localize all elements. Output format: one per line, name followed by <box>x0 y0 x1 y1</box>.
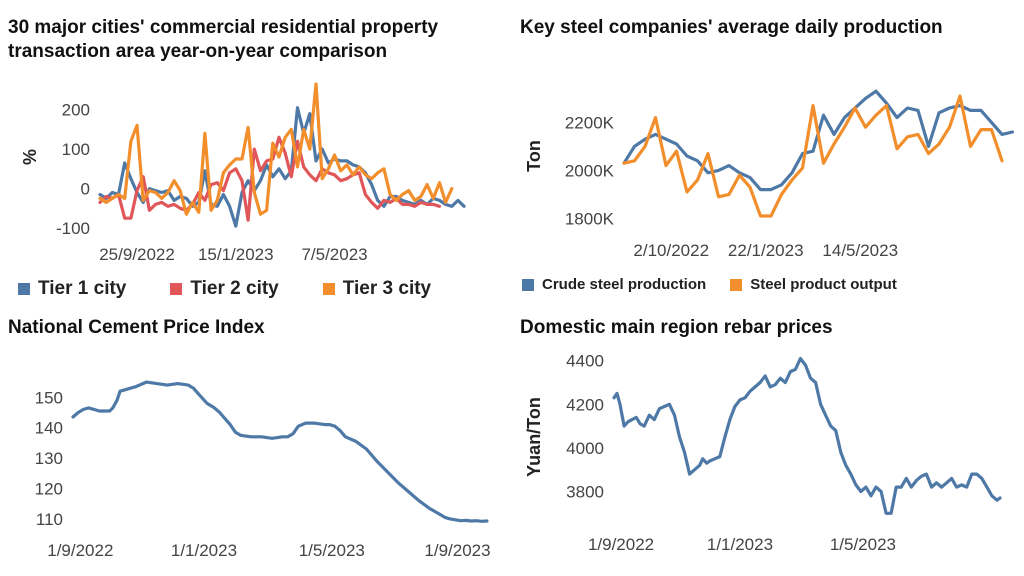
x-tick-label: 1/9/2023 <box>424 541 490 560</box>
x-tick-label: 1/5/2023 <box>830 535 896 554</box>
panel-cement-index: National Cement Price Index 110 120 130 140… <box>0 306 512 576</box>
x-tick-label: 1/5/2023 <box>299 541 365 560</box>
y-tick-label: 140 <box>35 419 63 438</box>
series-line-3 <box>98 82 454 216</box>
chart-cement-index: 110 120 130 140 150 1/9/2022 1/1/2023 1/5/2023 1… <box>35 380 491 560</box>
series-line-1 <box>71 380 489 523</box>
legend-item-product: Steel product output <box>730 276 897 293</box>
y-tick-label: 110 <box>36 510 63 529</box>
chart-property-transactions: -100 0 100 200 25/9/2022 15/1/2023 7/5/2023% <box>20 82 466 264</box>
legend-property: Tier 1 city Tier 2 city Tier 3 city <box>18 278 431 300</box>
y-tick-label: 4400 <box>566 352 604 371</box>
x-tick-label: 25/9/2022 <box>99 245 175 264</box>
x-tick-label: 7/5/2023 <box>301 245 367 264</box>
y-axis-label: % <box>20 149 40 165</box>
y-tick-label: 3800 <box>566 482 604 501</box>
x-tick-label: 1/1/2023 <box>707 535 773 554</box>
legend-steel: Crude steel production Steel product out… <box>522 276 897 293</box>
y-tick-label: 4200 <box>566 395 604 414</box>
y-tick-label: 1800K <box>565 209 615 228</box>
legend-item-tier2: Tier 2 city <box>170 278 279 300</box>
legend-label: Tier 2 city <box>190 278 279 299</box>
panel-property-transactions: 30 major cities' commercial residential … <box>0 0 512 306</box>
legend-label: Crude steel production <box>542 276 707 293</box>
y-tick-label: 130 <box>35 449 63 468</box>
x-tick-label: 1/9/2022 <box>588 535 654 554</box>
legend-item-crude: Crude steel production <box>522 276 706 293</box>
x-tick-label: 1/9/2022 <box>47 541 113 560</box>
x-tick-label: 14/5/2023 <box>822 241 898 260</box>
y-tick-label: 0 <box>81 180 90 199</box>
y-tick-label: 2000K <box>565 161 615 180</box>
legend-swatch <box>730 278 743 291</box>
series-line-1 <box>98 106 466 228</box>
y-axis-label: Ton <box>524 140 544 172</box>
chart-title-property: 30 major cities' commercial residential … <box>8 17 439 62</box>
x-tick-label: 1/1/2023 <box>171 541 237 560</box>
y-tick-label: 2200K <box>565 113 615 132</box>
legend-label: Steel product output <box>750 276 897 293</box>
panel-steel-production: Key steel companies' average daily produ… <box>512 0 1024 306</box>
panel-rebar-prices: Domestic main region rebar prices 3800 40… <box>512 306 1024 576</box>
y-tick-label: 150 <box>35 388 63 407</box>
y-tick-label: 4000 <box>566 439 604 458</box>
series-line-1 <box>612 356 1002 515</box>
x-tick-label: 22/1/2023 <box>728 241 804 260</box>
legend-item-tier3: Tier 3 city <box>322 278 432 300</box>
y-tick-label: 100 <box>62 140 90 159</box>
y-tick-label: 120 <box>35 479 63 498</box>
y-tick-label: -100 <box>56 219 90 238</box>
legend-label: Tier 3 city <box>342 278 432 299</box>
legend-item-tier1: Tier 1 city <box>18 278 126 300</box>
series-line-2 <box>622 94 1004 218</box>
chart-title-rebar: Domestic main region rebar prices <box>520 317 833 338</box>
legend-label: Tier 1 city <box>38 278 127 299</box>
legend-swatch <box>522 278 534 291</box>
chart-title-steel: Key steel companies' average daily produ… <box>520 17 943 38</box>
y-axis-label: Yuan/Ton <box>524 397 544 477</box>
legend-swatch <box>322 283 335 295</box>
x-tick-label: 2/10/2022 <box>633 241 709 260</box>
chart-title-cement: National Cement Price Index <box>8 317 265 338</box>
legend-swatch <box>18 283 30 295</box>
chart-rebar-prices: 3800 4000 4200 4400 1/9/2022 1/1/2023 1/5/2023… <box>524 352 1002 554</box>
y-tick-label: 200 <box>62 101 90 120</box>
chart-steel-production: 1800K 2000K 2200K 2/10/2022 22/1/2023 14/5/20… <box>524 89 1015 260</box>
x-tick-label: 15/1/2023 <box>198 245 274 264</box>
legend-swatch <box>170 283 183 295</box>
